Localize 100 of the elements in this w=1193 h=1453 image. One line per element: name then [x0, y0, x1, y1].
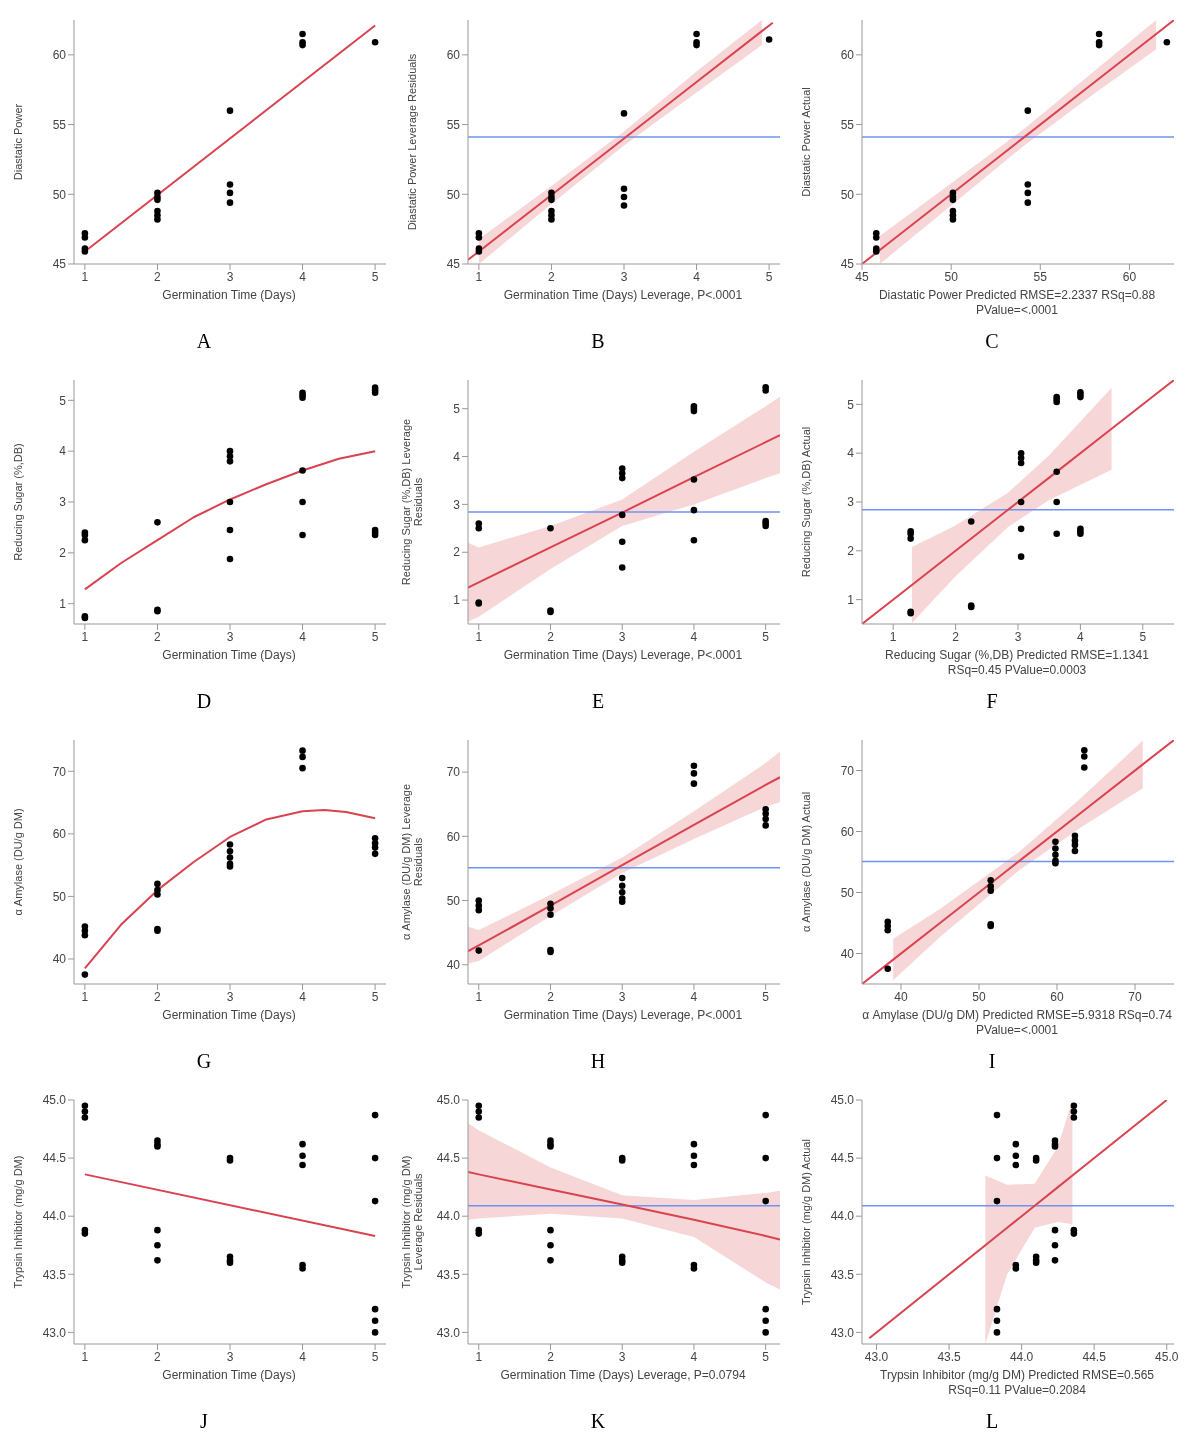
y-tick-label: 2 — [847, 544, 855, 559]
x-axis-title: Germination Time (Days) — [161, 648, 297, 663]
y-axis-title: Reducing Sugar (%,DB) Actual — [800, 426, 812, 578]
x-tick-label: 44.5 — [1082, 1349, 1107, 1364]
x-tick-label: 2 — [154, 269, 162, 284]
y-tick-label: 2 — [59, 546, 67, 561]
text: B — [591, 330, 605, 353]
x-tick-label: 2 — [952, 629, 960, 644]
x-axis-title: Germination Time (Days) — [161, 288, 297, 303]
x-axis-title: Germination Time (Days) Leverage, P=0.0794 — [499, 1368, 747, 1383]
y-tick-label: 44.0 — [42, 1209, 67, 1224]
x-tick-label: 1 — [475, 269, 483, 284]
x-tick-label: 4 — [693, 269, 701, 284]
y-tick-label: 5 — [847, 397, 855, 412]
y-tick-label: 70 — [446, 765, 461, 780]
x-tick-label: 2 — [547, 989, 555, 1004]
x-tick-label: 5 — [765, 269, 773, 284]
y-tick-label: 70 — [840, 763, 855, 778]
y-tick-label: 45 — [446, 257, 461, 272]
x-tick-label: 1 — [475, 989, 483, 1004]
x-tick-label: 5 — [371, 269, 379, 284]
x-tick-label: 44.0 — [1009, 1349, 1034, 1364]
y-tick-label: 43.0 — [436, 1325, 461, 1340]
x-tick-label: 4 — [690, 1349, 698, 1364]
y-tick-label: 40 — [840, 946, 855, 961]
x-tick-label: 3 — [226, 1349, 234, 1364]
y-axis-title: Reducing Sugar (%,DB) Leverage Residuals — [400, 418, 424, 586]
x-tick-label: 55 — [1033, 269, 1048, 284]
x-tick-label: 4 — [299, 269, 307, 284]
y-tick-label: 45 — [52, 257, 67, 272]
x-tick-label: 4 — [1077, 629, 1085, 644]
x-axis-title: Diastatic Power Predicted RMSE=2.2337 RSq=0.88 PValue=<.0001 — [877, 288, 1157, 318]
y-tick-label: 50 — [446, 187, 461, 202]
y-tick-label: 43.5 — [830, 1267, 855, 1282]
x-tick-label: 50 — [972, 989, 986, 1004]
x-tick-label: 5 — [762, 1349, 770, 1364]
x-tick-label: 5 — [762, 629, 770, 644]
x-tick-label: 5 — [1139, 629, 1147, 644]
y-tick-label: 5 — [59, 393, 67, 408]
text: J — [200, 1410, 208, 1433]
x-tick-label: 2 — [547, 1349, 555, 1364]
y-tick-label: 50 — [52, 187, 67, 202]
x-tick-label: 3 — [226, 989, 234, 1004]
y-tick-label: 55 — [446, 117, 461, 132]
x-axis-title: Trypsin Inhibitor (mg/g DM) Predicted RMSE=0.565 RSq=0.11 PValue=0.2084 — [879, 1368, 1155, 1398]
y-axis-title: Trypsin Inhibitor (mg/g DM) — [12, 1155, 24, 1289]
x-axis-title: Germination Time (Days) — [161, 1008, 297, 1023]
x-tick-label: 1 — [889, 629, 897, 644]
x-tick-label: 50 — [944, 269, 959, 284]
x-tick-label: 2 — [154, 629, 162, 644]
x-tick-label: 2 — [547, 629, 555, 644]
y-tick-label: 44.5 — [830, 1151, 855, 1166]
text: K — [590, 1410, 606, 1433]
y-tick-label: 44.5 — [42, 1151, 67, 1166]
y-tick-label: 1 — [59, 596, 67, 611]
y-tick-label: 60 — [446, 829, 461, 844]
y-axis-title: α Amylase (DU/g DM) Leverage Residuals — [400, 783, 424, 941]
y-tick-label: 5 — [453, 401, 461, 416]
y-tick-label: 50 — [840, 187, 855, 202]
y-tick-label: 43.0 — [42, 1325, 67, 1340]
y-axis-title: Trypsin Inhibitor (mg/g DM) Actual — [800, 1139, 812, 1305]
y-tick-label: 1 — [847, 592, 855, 607]
y-tick-label: 55 — [840, 117, 855, 132]
y-tick-label: 50 — [446, 893, 461, 908]
x-tick-label: 43.5 — [937, 1349, 962, 1364]
y-tick-label: 40 — [52, 952, 67, 967]
y-tick-label: 3 — [847, 495, 855, 510]
y-tick-label: 1 — [453, 593, 461, 608]
y-tick-label: 70 — [52, 764, 67, 779]
x-tick-label: 2 — [548, 269, 556, 284]
x-tick-label: 1 — [475, 629, 483, 644]
y-tick-label: 55 — [52, 117, 67, 132]
text: C — [985, 330, 999, 353]
y-tick-label: 44.0 — [436, 1209, 461, 1224]
y-tick-label: 60 — [446, 48, 461, 63]
y-tick-label: 50 — [840, 885, 855, 900]
x-tick-label: 3 — [226, 269, 234, 284]
x-tick-label: 2 — [154, 1349, 162, 1364]
y-tick-label: 60 — [52, 827, 67, 842]
x-tick-label: 5 — [371, 1349, 379, 1364]
y-tick-label: 2 — [453, 545, 461, 560]
x-tick-label: 4 — [299, 629, 307, 644]
x-tick-label: 5 — [371, 989, 379, 1004]
x-tick-label: 40 — [894, 989, 908, 1004]
y-tick-label: 60 — [840, 824, 855, 839]
x-tick-label: 4 — [299, 989, 307, 1004]
x-axis-title: Germination Time (Days) Leverage, P<.0001 — [502, 1008, 744, 1023]
x-tick-label: 3 — [618, 629, 626, 644]
x-tick-label: 5 — [762, 989, 770, 1004]
y-tick-label: 3 — [59, 495, 67, 510]
y-axis-title: Diastatic Power — [12, 103, 24, 181]
x-tick-label: 1 — [475, 1349, 483, 1364]
text: I — [988, 1050, 996, 1073]
x-axis-title: Germination Time (Days) Leverage, P<.0001 — [502, 288, 744, 303]
y-tick-label: 4 — [59, 444, 67, 459]
y-tick-label: 43.5 — [436, 1267, 461, 1282]
x-tick-label: 4 — [299, 1349, 307, 1364]
y-tick-label: 43.0 — [830, 1325, 855, 1340]
y-tick-label: 3 — [453, 497, 461, 512]
x-tick-label: 70 — [1128, 989, 1142, 1004]
